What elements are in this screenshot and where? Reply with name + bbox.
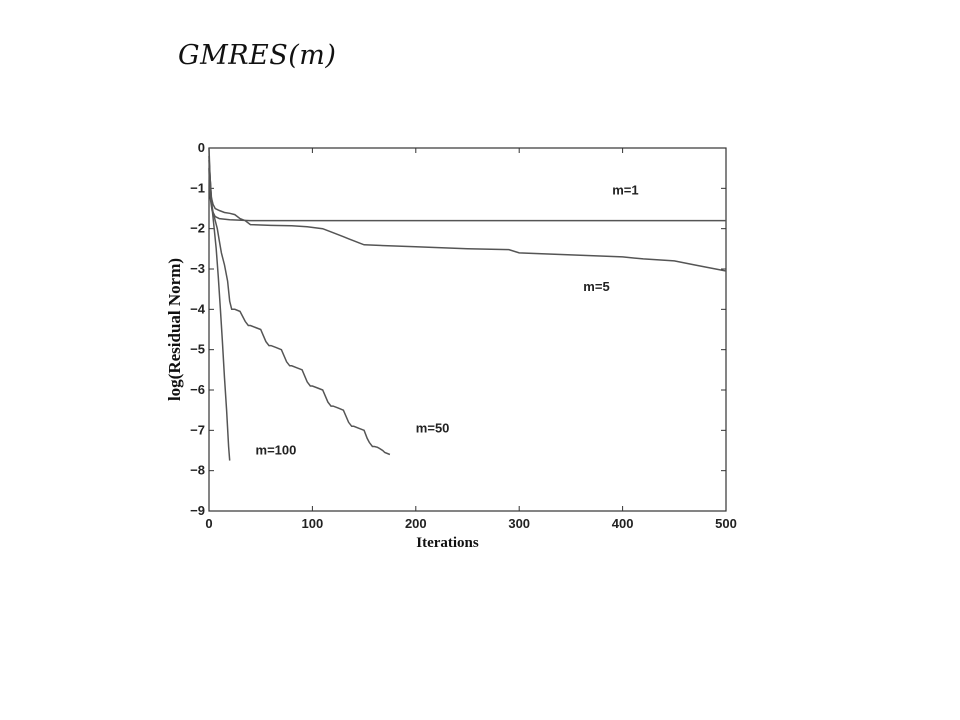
y-tick-label: −4 xyxy=(190,301,206,316)
series-label: m=100 xyxy=(256,443,297,458)
series-label: m=50 xyxy=(416,420,450,435)
series-line-m-50 xyxy=(208,147,391,456)
x-axis-title: Iterations xyxy=(416,535,479,551)
x-tick-label: 500 xyxy=(715,516,737,531)
y-tick-label: −9 xyxy=(190,503,205,518)
series-line-m-100 xyxy=(208,160,231,461)
x-tick-label: 100 xyxy=(302,516,324,531)
y-axis-title: log(Residual Norm) xyxy=(165,258,184,401)
y-tick-label: −3 xyxy=(190,261,205,276)
page-title: GMRES(m) xyxy=(178,40,337,71)
x-tick-label: 0 xyxy=(205,516,212,531)
series-line-m-5 xyxy=(208,156,727,272)
y-tick-label: 0 xyxy=(198,140,205,155)
plot-frame xyxy=(208,147,727,512)
x-tick-label: 400 xyxy=(612,516,634,531)
series-line-m-1 xyxy=(208,168,726,222)
series-lines xyxy=(208,147,727,461)
y-tick-label: −8 xyxy=(190,463,205,478)
series-label: m=5 xyxy=(583,279,609,294)
series-label: m=1 xyxy=(612,182,638,197)
series-labels: m=1 m=5 m=50 m=100 xyxy=(256,182,639,457)
y-tick-label: −5 xyxy=(190,342,205,357)
y-tick-label: −1 xyxy=(190,180,205,195)
y-tick-label: −7 xyxy=(190,422,205,437)
y-tick-label: −2 xyxy=(190,221,205,236)
y-tick-label: −6 xyxy=(190,382,205,397)
x-tick-label: 200 xyxy=(405,516,427,531)
axes: 0 100 200 300 400 500 0 −1 −2 −3 −4 −5 −6 −7 −8 −9 xyxy=(190,140,737,531)
x-tick-label: 300 xyxy=(508,516,530,531)
